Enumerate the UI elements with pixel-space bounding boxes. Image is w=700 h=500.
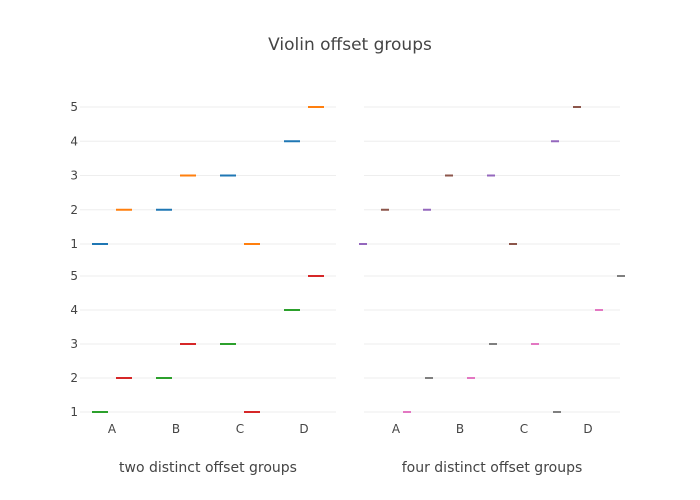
x-tick-label-p2-C: C bbox=[520, 422, 528, 436]
chart-title: Violin offset groups bbox=[268, 35, 432, 55]
x-tick-label-p2-D: D bbox=[583, 422, 592, 436]
y-tick-label-r1-5: 5 bbox=[70, 100, 78, 114]
y-tick-label-r1-3: 3 bbox=[70, 169, 78, 183]
y-tick-label-r1-2: 2 bbox=[70, 203, 78, 217]
y-tick-label-r2-2: 2 bbox=[70, 371, 78, 385]
x-tick-label-p1-D: D bbox=[299, 422, 308, 436]
x-tick-label-p1-A: A bbox=[108, 422, 117, 436]
y-tick-label-r2-5: 5 bbox=[70, 269, 78, 283]
x-tick-label-p1-B: B bbox=[172, 422, 180, 436]
x-axis-title-left: two distinct offset groups bbox=[119, 460, 297, 476]
y-tick-label-r1-4: 4 bbox=[70, 134, 78, 148]
x-tick-label-p2-B: B bbox=[456, 422, 464, 436]
y-tick-label-r2-4: 4 bbox=[70, 303, 78, 317]
x-tick-label-p1-C: C bbox=[236, 422, 244, 436]
x-tick-label-p2-A: A bbox=[392, 422, 401, 436]
y-tick-label-r2-1: 1 bbox=[70, 405, 78, 419]
y-tick-label-r1-1: 1 bbox=[70, 237, 78, 251]
y-tick-label-r2-3: 3 bbox=[70, 337, 78, 351]
x-axis-title-right: four distinct offset groups bbox=[402, 460, 583, 476]
